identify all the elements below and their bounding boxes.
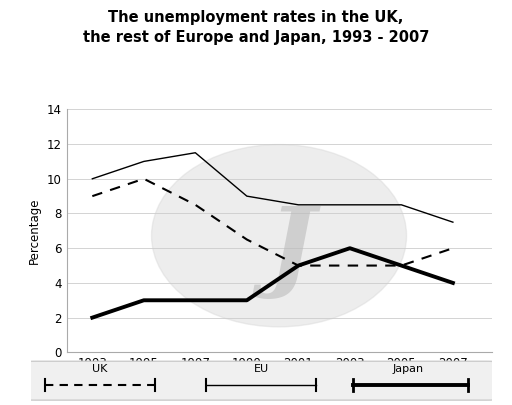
Ellipse shape bbox=[152, 145, 407, 327]
Y-axis label: Percentage: Percentage bbox=[28, 198, 41, 264]
Text: UK: UK bbox=[92, 364, 108, 373]
Text: J: J bbox=[268, 202, 315, 298]
Text: The unemployment rates in the UK,
the rest of Europe and Japan, 1993 - 2007: The unemployment rates in the UK, the re… bbox=[83, 10, 429, 45]
Text: Japan: Japan bbox=[393, 364, 424, 373]
Text: EU: EU bbox=[253, 364, 269, 373]
FancyBboxPatch shape bbox=[26, 361, 496, 400]
